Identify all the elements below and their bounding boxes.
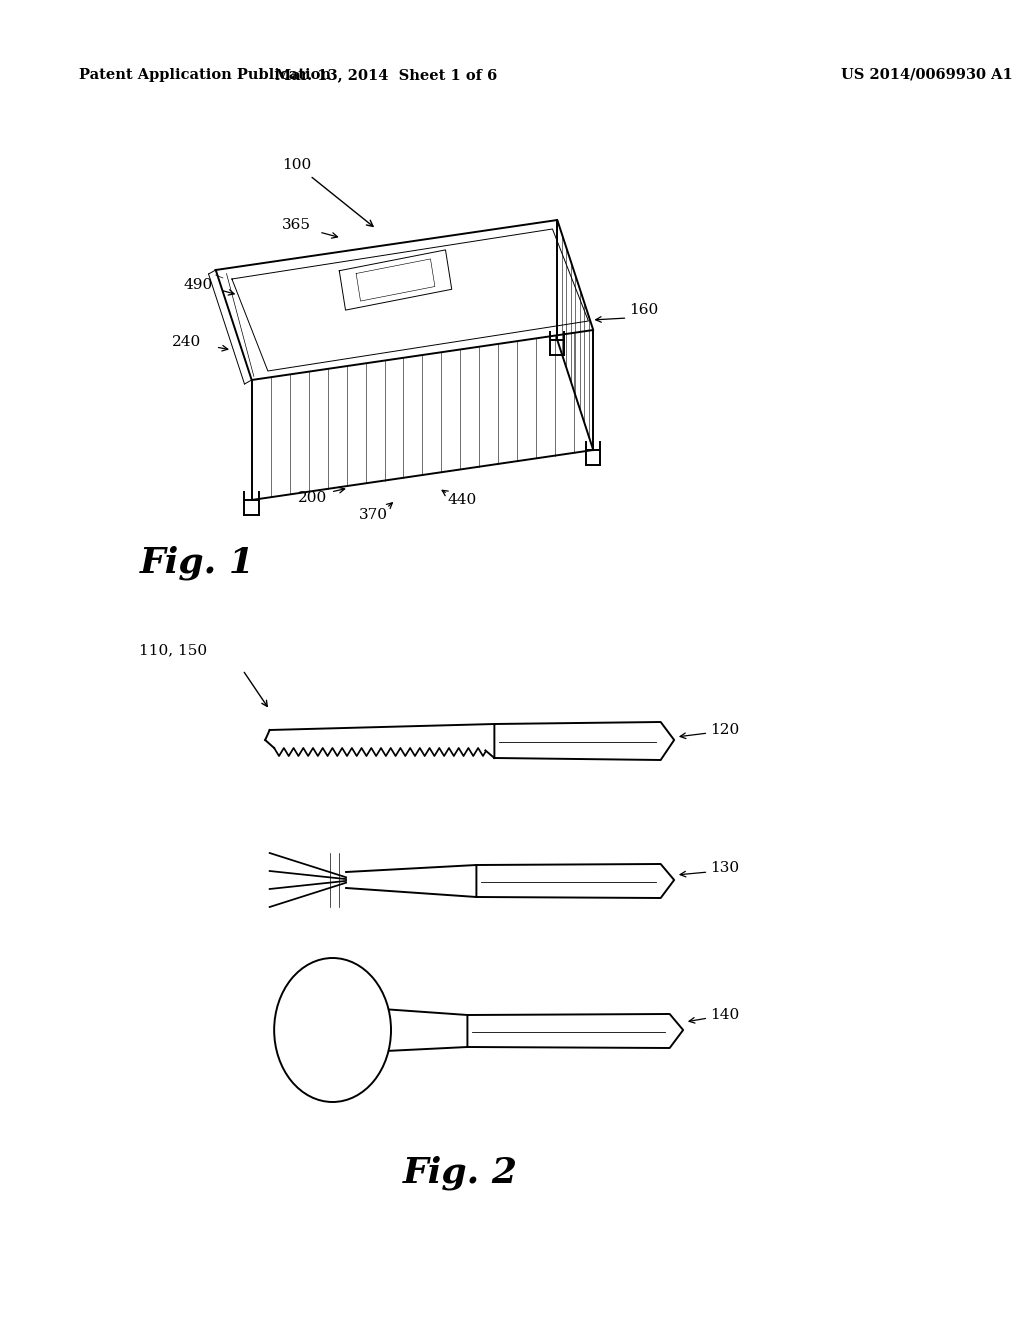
Text: 130: 130 (710, 861, 739, 875)
Text: 490: 490 (183, 279, 212, 292)
Text: 120: 120 (710, 723, 739, 737)
Text: Mar. 13, 2014  Sheet 1 of 6: Mar. 13, 2014 Sheet 1 of 6 (275, 69, 498, 82)
Text: 100: 100 (282, 158, 373, 227)
Text: Patent Application Publication: Patent Application Publication (79, 69, 331, 82)
Ellipse shape (274, 958, 391, 1102)
Text: 370: 370 (358, 508, 387, 521)
Text: 140: 140 (710, 1008, 739, 1022)
Text: 160: 160 (629, 304, 658, 317)
Text: 240: 240 (172, 335, 202, 348)
Text: US 2014/0069930 A1: US 2014/0069930 A1 (842, 69, 1013, 82)
Text: Fig. 1: Fig. 1 (140, 545, 255, 579)
Text: Fig. 2: Fig. 2 (402, 1155, 518, 1189)
Text: 365: 365 (283, 218, 311, 232)
Text: 110, 150: 110, 150 (139, 643, 208, 657)
Text: 440: 440 (447, 492, 477, 507)
Text: 200: 200 (298, 491, 328, 506)
